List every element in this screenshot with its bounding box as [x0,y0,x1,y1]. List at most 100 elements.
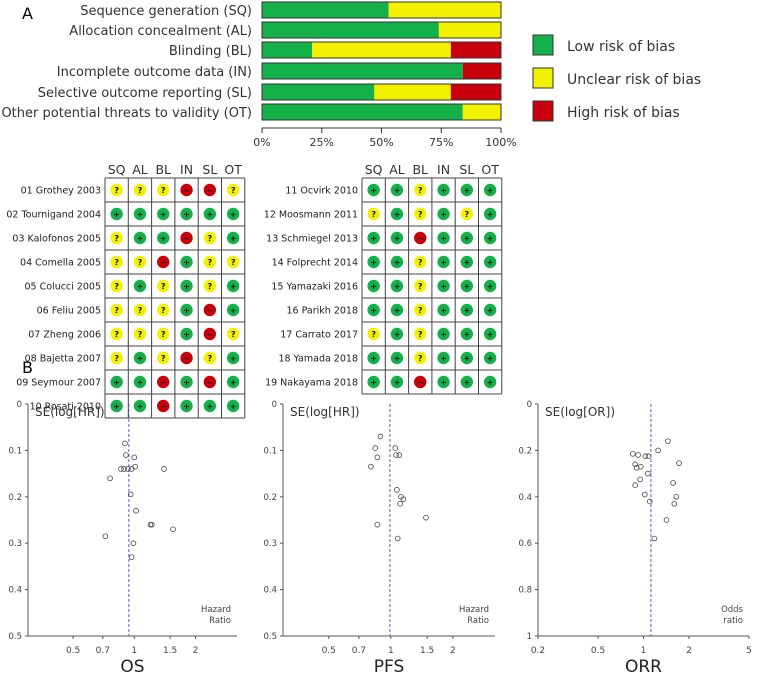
risk-symbol: + [370,378,377,387]
study-point [397,500,403,507]
funnel-plot-orr: 0 0.2 0.4 0.6 0.8 1 0.2 0.5 1 2 5 SE(log[OR]) Oddsra… [518,400,751,677]
risk-symbol: ? [161,354,166,363]
risk-symbol: + [463,354,470,363]
risk-symbol: − [206,186,213,195]
risk-dot-low [180,279,193,293]
risk-dot-low [390,279,404,293]
risk-dot-high [414,231,427,245]
y-tick-label: 0.4 [518,493,532,503]
risk-dot-low [133,375,147,389]
study-point [122,440,128,447]
y-tick-label: 0.1 [263,446,277,456]
risk-symbol: + [370,354,377,363]
risk-symbol: + [440,306,447,315]
study-point [102,533,109,540]
y-tick-label: 1 [527,632,532,642]
study-name: 05 Colucci 2005 [25,282,102,293]
risk-symbol: + [463,330,470,339]
study-name: 19 Nakayama 2018 [265,378,358,389]
x-tick-label: 0.5 [66,646,80,656]
risk-dot-high [180,351,193,365]
risk-dot-low [390,207,404,221]
risk-dot-low [437,231,450,245]
risk-symbol: ? [418,306,423,315]
x-tick-label: 2 [450,646,456,656]
study-point [651,535,658,542]
y-axis-title: SE(log[HR]) [290,405,360,419]
risk-dot-unclear [226,327,240,341]
risk-dot-low [226,231,240,245]
risk-dot-unclear [157,327,170,341]
risk-dot-unclear [414,279,427,293]
risk-symbol: + [440,354,447,363]
risk-dot-low [483,351,497,365]
risk-symbol: + [487,258,494,267]
study-point [132,463,138,470]
risk-symbol: ? [371,210,376,219]
risk-dot-low [483,375,497,389]
risk-dot-high [180,183,193,197]
study-point [368,463,374,470]
x-tick-label: 5 [746,646,752,656]
study-point [637,476,643,483]
bar-segment [388,2,501,18]
x-tick-label: 50% [369,136,393,149]
risk-symbol: ? [418,354,423,363]
x-tick-label: 25% [310,136,334,149]
study-point [130,540,137,546]
study-point [400,496,407,502]
risk-symbol: + [463,258,470,267]
risk-symbol: ? [231,258,236,267]
study-point [673,493,680,500]
risk-symbol: + [440,378,447,387]
risk-dot-low [437,303,450,317]
study-point [655,447,661,454]
study-name: 11 Ocvirk 2010 [285,186,358,197]
column-header: BL [155,162,171,177]
risk-dot-unclear [414,255,427,269]
y-tick-label: 0.3 [8,539,22,549]
study-name: 17 Carrato 2017 [280,330,358,341]
risk-symbol: ? [138,306,143,315]
risk-dot-low [157,231,170,245]
x-tick-label: 1.5 [163,646,177,656]
y-tick-label: 0 [527,400,532,410]
study-point [149,521,155,528]
risk-dot-low [437,207,450,221]
study-point [645,470,651,477]
risk-dot-low [226,207,240,221]
study-point [147,521,154,528]
bar-segment [462,104,501,120]
risk-symbol: ? [208,282,213,291]
risk-symbol: ? [114,354,119,363]
risk-dot-low [483,183,497,197]
study-point [127,491,134,498]
risk-dot-unclear [133,183,147,197]
x-tick-label: 2 [686,646,692,656]
study-point [372,445,379,451]
risk-symbol: ? [208,258,213,267]
risk-dot-high [414,375,427,389]
risk-symbol: ? [138,330,143,339]
study-name: 16 Parikh 2018 [287,306,359,317]
risk-symbol: ? [418,330,423,339]
study-name: 15 Yamazaki 2016 [271,282,358,293]
risk-dot-unclear [157,183,170,197]
x-tick-label: 0.5 [322,646,336,656]
risk-dot-low [180,303,193,317]
risk-symbol: − [417,234,424,243]
x-tick-label: 1 [388,646,394,656]
risk-symbol: + [137,402,144,411]
risk-symbol: ? [161,330,166,339]
risk-dot-low [460,303,474,317]
study-point [630,451,636,457]
column-header: IN [437,162,450,177]
risk-dot-low [203,207,217,221]
risk-symbol: + [487,354,494,363]
study-point [665,438,671,444]
study-point [107,475,113,482]
risk-dot-unclear [133,255,147,269]
risk-dot-unclear [367,327,380,341]
risk-symbol: + [206,210,213,219]
